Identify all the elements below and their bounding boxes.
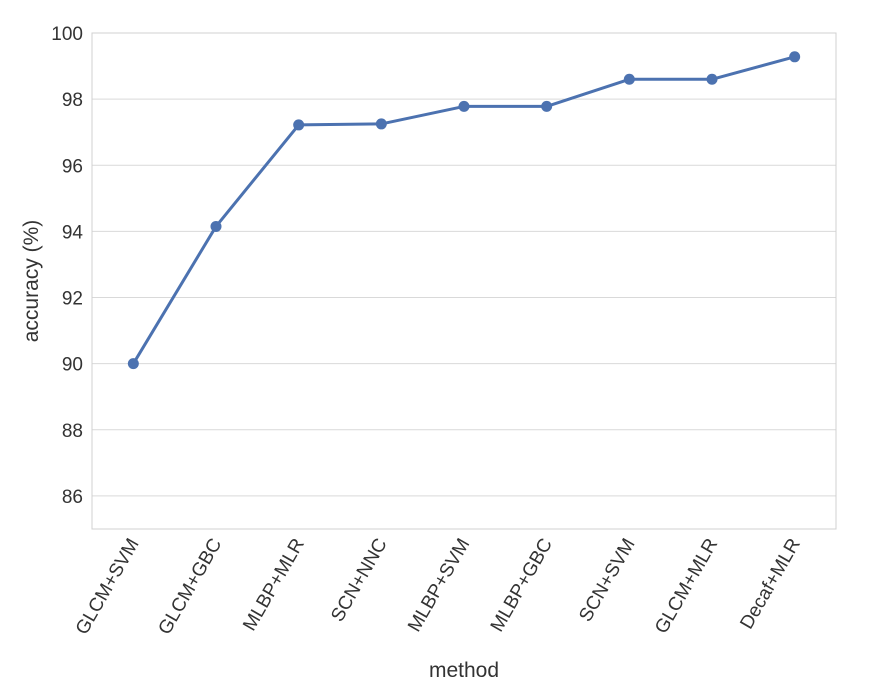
data-point [458, 100, 470, 112]
x-tick-labels: GLCM+SVM GLCM+GBC MLBP+MLR SCN+NNC MLBP+SVM M… [72, 535, 805, 638]
y-tick-96: 96 [62, 156, 83, 177]
data-point [293, 119, 305, 131]
y-tick-100: 100 [51, 24, 83, 45]
x-tick-label: SCN+SVM [575, 535, 639, 626]
data-point [623, 73, 635, 85]
y-tick-92: 92 [62, 289, 83, 310]
x-tick-label: GLCM+MLR [651, 535, 722, 637]
data-point [375, 118, 387, 130]
y-tick-labels: 86 88 90 92 94 96 98 100 [51, 24, 83, 508]
y-tick-86: 86 [62, 487, 83, 508]
x-tick-label: MLBP+GBC [487, 535, 557, 636]
x-tick-label: GLCM+SVM [72, 535, 144, 638]
x-tick-label: SCN+NNC [327, 535, 391, 625]
series-accuracy [127, 51, 801, 370]
plot-frame [91, 32, 837, 530]
data-point [541, 100, 553, 112]
y-axis-title: accuracy (%) [20, 220, 43, 343]
data-point [706, 73, 718, 85]
x-tick-label: MLBP+SVM [404, 535, 474, 636]
x-axis-title: method [429, 659, 499, 682]
x-tick-label: GLCM+GBC [155, 535, 227, 638]
x-tick-label: Decaf+MLR [736, 535, 805, 633]
data-point [210, 220, 222, 232]
data-point [127, 358, 139, 370]
y-tick-98: 98 [62, 90, 83, 111]
y-tick-88: 88 [62, 421, 83, 442]
x-tick-label: MLBP+MLR [239, 535, 309, 635]
y-tick-90: 90 [62, 355, 83, 376]
y-tick-94: 94 [62, 222, 84, 243]
data-point [789, 51, 801, 63]
